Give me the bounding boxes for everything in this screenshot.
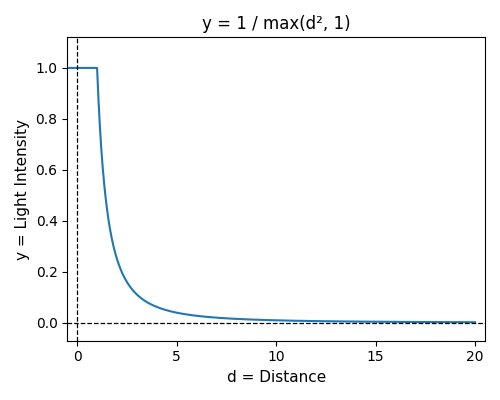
Title: y = 1 / max(d², 1): y = 1 / max(d², 1) — [202, 15, 350, 33]
X-axis label: d = Distance: d = Distance — [226, 370, 326, 385]
Y-axis label: y = Light Intensity: y = Light Intensity — [15, 118, 30, 260]
